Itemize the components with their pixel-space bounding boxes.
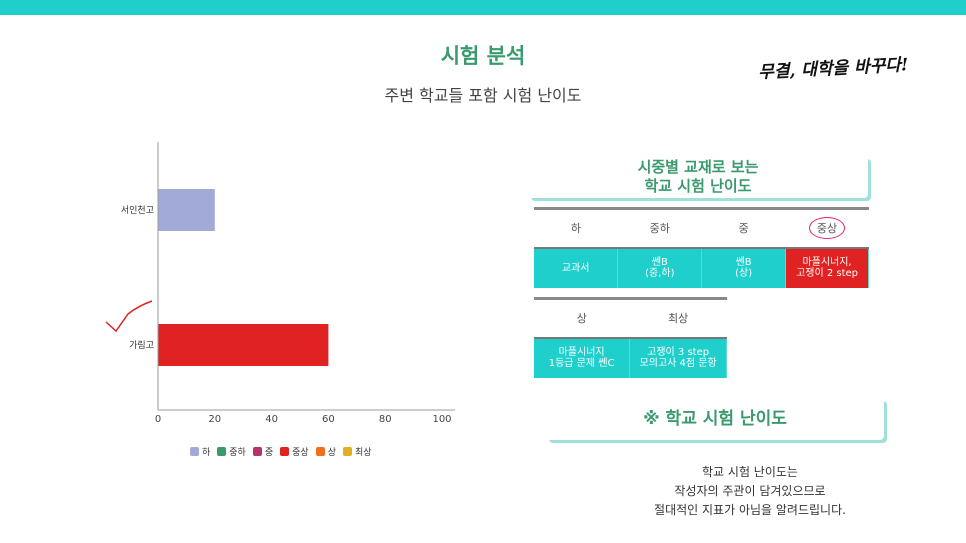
- header-cell-circled: 중상: [785, 207, 869, 248]
- legend-item: 중하: [217, 445, 246, 458]
- material-cell: 고쟁이 3 step 모의고사 4점 문항: [629, 336, 727, 378]
- legend-label: 중상: [292, 448, 309, 458]
- material-cell-highlight: 마플시너지, 고쟁이 2 step: [785, 246, 869, 288]
- legend-swatch: [190, 447, 199, 456]
- legend-swatch: [217, 447, 227, 456]
- header-cell: 최상: [629, 297, 727, 338]
- legend-item: 상: [315, 445, 336, 458]
- disclaimer-note: 학교 시험 난이도는 작성자의 주관이 담겨있으므로 절대적인 지표가 아님을 …: [560, 463, 940, 520]
- chart-legend: 하 중하 중 중상 상 최상: [190, 445, 372, 458]
- note-line: 작성자의 주관이 담겨있으므로: [674, 484, 826, 498]
- header-cell: 중하: [617, 207, 702, 248]
- page-subtitle: 주변 학교들 포함 시험 난이도: [384, 86, 582, 105]
- material-cell: 교과서: [534, 246, 619, 288]
- difficulty-card-title-line1: 시중별 교재로 보는: [637, 158, 759, 176]
- checkmark-icon: [105, 300, 153, 333]
- x-tick-label: 40: [265, 414, 278, 425]
- header-cell: 중: [701, 207, 786, 248]
- category-label: 가림고: [129, 339, 154, 351]
- material-cell: 쎈B (상): [701, 246, 787, 288]
- difficulty-card-title-line2: 학교 시험 난이도: [644, 177, 752, 195]
- difficulty-table-row1: 하 중하 중 중상 교과서 쎈B (중,하) 쎈B (상) 마플시너지, 고쟁이…: [534, 207, 869, 288]
- legend-label: 중하: [229, 448, 246, 458]
- legend-swatch: [342, 447, 352, 456]
- legend-label: 하: [202, 448, 211, 458]
- legend-item: 하: [190, 445, 210, 458]
- page-title: 시험 분석: [440, 44, 526, 68]
- note-line: 학교 시험 난이도는: [702, 465, 798, 479]
- header-cell: 하: [534, 207, 618, 248]
- legend-label: 최상: [354, 448, 372, 458]
- section-title-card: ※ 학교 시험 난이도: [546, 398, 884, 440]
- legend-label: 상: [327, 448, 336, 458]
- legend-swatch: [252, 447, 262, 456]
- header-cell: 상: [534, 297, 630, 338]
- legend-item: 최상: [342, 445, 372, 458]
- bar-중상: [158, 324, 329, 366]
- legend-swatch: [280, 447, 290, 456]
- material-cell: 마플시너지 1등급 문제 쎈C: [534, 336, 631, 378]
- x-tick-label: 100: [432, 414, 451, 425]
- difficulty-table-row2: 상 최상 마플시너지 1등급 문제 쎈C 고쟁이 3 step 모의고사 4점 …: [534, 297, 727, 378]
- bar-하: [158, 189, 215, 231]
- legend-item: 중상: [280, 445, 309, 458]
- difficulty-card-title: 시중별 교재로 보는 학교 시험 난이도: [528, 156, 868, 198]
- top-accent-bar: [0, 0, 966, 15]
- category-label: 서인천고: [121, 205, 154, 216]
- x-tick-label: 60: [322, 414, 335, 425]
- x-tick-label: 80: [379, 414, 392, 425]
- x-tick-label: 0: [155, 414, 161, 425]
- material-cell: 쎈B (중,하): [617, 246, 703, 288]
- circled-label: 중상: [808, 217, 846, 240]
- legend-label: 중: [264, 448, 274, 458]
- legend-swatch: [315, 447, 325, 456]
- x-tick-label: 20: [208, 414, 221, 425]
- note-line: 절대적인 지표가 아님을 알려드립니다.: [654, 503, 846, 517]
- legend-item: 중: [252, 445, 274, 458]
